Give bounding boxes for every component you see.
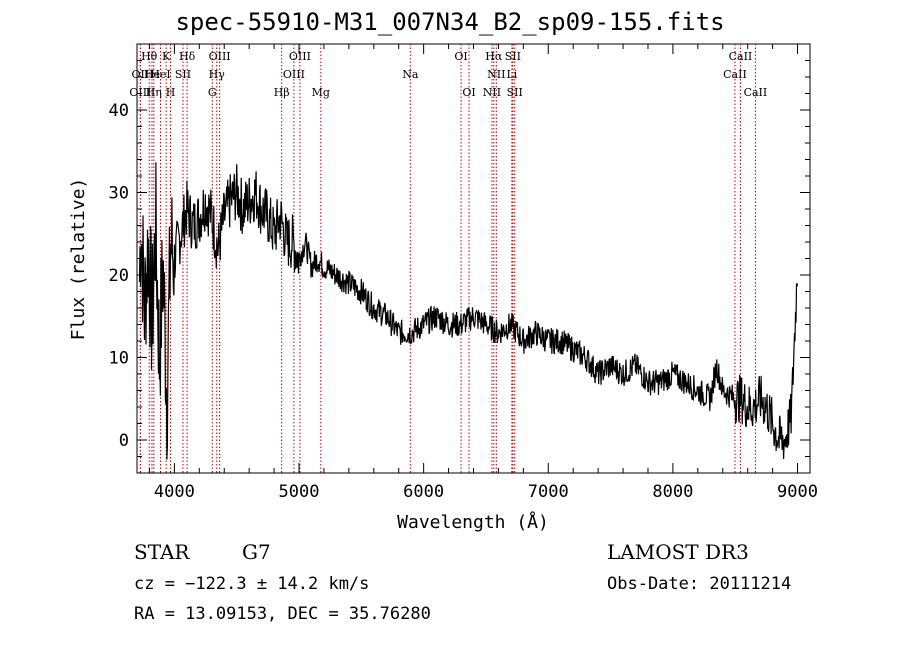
spectral-line-label: Hθ <box>141 50 158 63</box>
y-tick-label: 10 <box>109 349 129 369</box>
spectral-line-label: CaII <box>723 68 747 81</box>
spectral-line-label: HeI <box>150 68 170 81</box>
chart-title: spec-55910-M31_007N34_B2_sp09-155.fits <box>175 8 725 36</box>
spectral-line-label: OIII <box>129 86 151 99</box>
observation-date: Obs-Date: 20111214 <box>607 574 792 594</box>
spectral-line-label: NII <box>487 68 505 81</box>
x-tick-label: 9000 <box>777 482 818 502</box>
spectral-line-label: K <box>162 50 171 63</box>
spectral-line-label: OI <box>462 86 475 99</box>
spectral-line-label: OIII <box>289 50 311 63</box>
spectral-line-label: Hα <box>485 50 503 63</box>
y-tick-label: 0 <box>119 431 129 451</box>
spectral-line-label: Hβ <box>274 86 290 99</box>
spectral-line-label: CaII <box>729 50 753 63</box>
spectral-line-label: Mg <box>312 86 330 99</box>
spectral-line-label: H <box>166 86 176 99</box>
x-axis-label: Wavelength (Å) <box>397 511 549 533</box>
y-axis-ticks: 0 10 20 30 40 <box>109 60 810 457</box>
spectral-line-label: NII <box>483 86 501 99</box>
spectral-line-label: OIII <box>209 50 231 63</box>
y-axis-label: Flux (relative) <box>68 178 89 341</box>
x-tick-label: 6000 <box>403 482 444 502</box>
y-tick-label: 30 <box>109 184 129 204</box>
y-tick-label: 40 <box>109 101 129 121</box>
x-tick-label: 5000 <box>279 482 320 502</box>
object-subclass: G7 <box>242 540 271 564</box>
object-class: STAR <box>134 540 190 564</box>
spectral-line-label: SII <box>175 68 191 81</box>
spectral-line-label: CaII <box>744 86 768 99</box>
spectral-line-labels: Hθ OII OIII He Hη K HeI SII H Hδ OIII Hγ G Hβ OIII OIII… <box>129 50 767 99</box>
spectral-line-markers <box>139 44 756 473</box>
coordinates: RA = 13.09153, DEC = 35.76280 <box>134 604 431 624</box>
plot-frame <box>136 43 811 474</box>
spectral-line-label: Hδ <box>179 50 196 63</box>
spectral-line-label: Hη <box>146 86 162 99</box>
spectral-line-label: OII <box>132 68 150 81</box>
x-axis-ticks: 4000 5000 6000 7000 8000 9000 <box>148 44 818 502</box>
x-tick-label: 7000 <box>528 482 569 502</box>
y-tick-label: 20 <box>109 266 129 286</box>
spectral-line-label: Na <box>402 68 419 81</box>
redshift-cz: cz = −122.3 ± 14.2 km/s <box>134 574 370 594</box>
spectral-line-label: SII <box>505 50 521 63</box>
spectral-line-label: SII <box>507 86 523 99</box>
spectral-line-label: He <box>144 68 160 81</box>
flux-series-line <box>138 162 799 460</box>
spectral-line-label: Hγ <box>209 68 226 81</box>
spectral-line-label: OIII <box>283 68 305 81</box>
survey-name: LAMOST DR3 <box>607 540 749 564</box>
spectral-line-label: OI <box>454 50 467 63</box>
x-tick-label: 4000 <box>154 482 195 502</box>
x-tick-label: 8000 <box>652 482 693 502</box>
spectral-line-label: G <box>208 86 217 99</box>
spectral-line-label: Li <box>506 68 517 81</box>
